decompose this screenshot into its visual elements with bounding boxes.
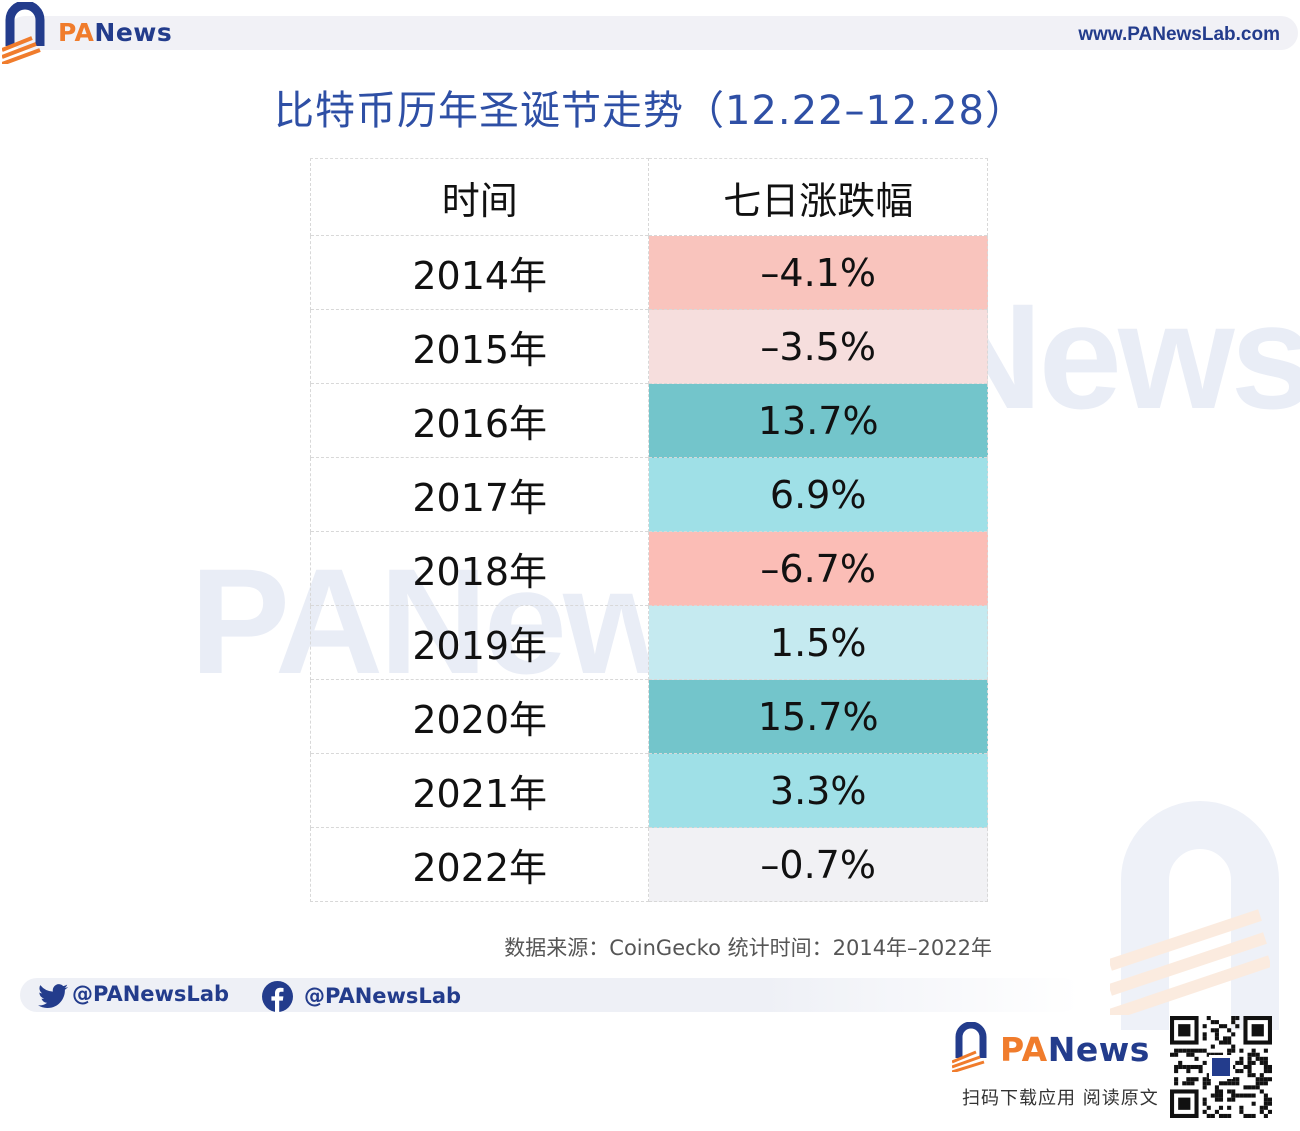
year-cell: 2022年 — [309, 827, 650, 902]
change-cell: 1.5% — [648, 605, 988, 680]
year-cell: 2020年 — [309, 679, 650, 754]
year-cell: 2016年 — [309, 383, 650, 458]
data-source-note: 数据来源：CoinGecko 统计时间：2014年–2022年 — [504, 936, 992, 960]
table-row: 2016年 13.7% — [309, 383, 988, 458]
year-cell: 2019年 — [309, 605, 650, 680]
year-cell: 2018年 — [309, 531, 650, 606]
twitter-handle[interactable]: @PANewsLab — [72, 982, 230, 1006]
footer-brand: PANews — [1000, 1030, 1150, 1069]
column-header-change: 七日涨跌幅 — [648, 158, 988, 236]
table-row: 2019年 1.5% — [309, 605, 988, 680]
year-cell: 2021年 — [309, 753, 650, 828]
table-body: 2014年 –4.1% 2015年 –3.5% 2016年 13.7% 2017年 6.9% 2… — [309, 235, 988, 902]
download-caption: 扫码下载应用 阅读原文 — [962, 1088, 1159, 1109]
panews-footer-logo-icon — [952, 1022, 987, 1072]
watermark-logo-icon — [1121, 801, 1279, 1030]
table-row: 2021年 3.3% — [309, 753, 988, 828]
brand-news: News — [94, 18, 173, 47]
column-header-time: 时间 — [309, 158, 650, 236]
year-cell: 2017年 — [309, 457, 650, 532]
qr-code-icon[interactable] — [1170, 1016, 1272, 1118]
panews-logo-icon — [2, 2, 45, 64]
table-row: 2015年 –3.5% — [309, 309, 988, 384]
social-bar — [20, 978, 1080, 1012]
brand-pa: PA — [58, 18, 95, 47]
page-title: 比特币历年圣诞节走势（12.22–12.28） — [273, 88, 1027, 134]
change-cell: 6.9% — [648, 457, 988, 532]
change-cell: 3.3% — [648, 753, 988, 828]
table-row: 2017年 6.9% — [309, 457, 988, 532]
twitter-icon[interactable] — [38, 984, 68, 1008]
change-cell: 13.7% — [648, 383, 988, 458]
table-row: 2014年 –4.1% — [309, 235, 988, 310]
header-brand[interactable]: PANews — [58, 18, 172, 47]
table-row: 2020年 15.7% — [309, 679, 988, 754]
change-cell: –0.7% — [648, 827, 988, 902]
change-cell: –3.5% — [648, 309, 988, 384]
site-url-link[interactable]: www.PANewsLab.com — [1078, 24, 1280, 45]
year-cell: 2015年 — [309, 309, 650, 384]
footer-brand-news: News — [1047, 1030, 1150, 1069]
year-cell: 2014年 — [309, 235, 650, 310]
facebook-handle[interactable]: @PANewsLab — [304, 984, 462, 1008]
table-row: 2018年 –6.7% — [309, 531, 988, 606]
watermark-stripes-icon — [1110, 909, 1270, 1015]
change-cell: 15.7% — [648, 679, 988, 754]
table-header-row: 时间 七日涨跌幅 — [309, 158, 988, 236]
change-cell: –4.1% — [648, 235, 988, 310]
header-bar — [8, 16, 1298, 50]
table-row: 2022年 –0.7% — [309, 827, 988, 902]
facebook-icon[interactable] — [262, 981, 293, 1012]
change-table: 时间 七日涨跌幅 2014年 –4.1% 2015年 –3.5% 2016年 13.7% 2… — [309, 158, 988, 902]
footer-brand-pa: PA — [1000, 1030, 1048, 1069]
change-cell: –6.7% — [648, 531, 988, 606]
